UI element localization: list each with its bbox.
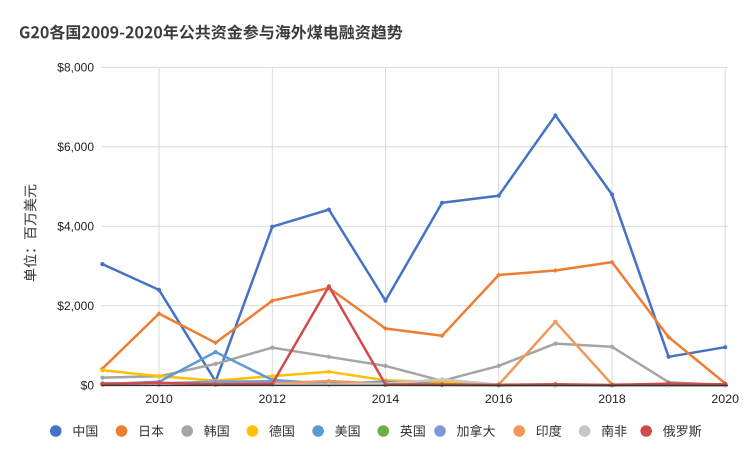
svg-text:2018: 2018 [598,392,626,406]
svg-text:$8,000: $8,000 [57,61,94,75]
svg-text:2012: 2012 [259,392,287,406]
svg-text:$0: $0 [81,379,95,393]
svg-text:$2,000: $2,000 [57,299,94,313]
svg-text:$6,000: $6,000 [57,140,94,154]
svg-text:2010: 2010 [145,392,173,406]
svg-text:2020: 2020 [711,392,739,406]
svg-text:2014: 2014 [372,392,400,406]
svg-text:2016: 2016 [485,392,513,406]
svg-text:$4,000: $4,000 [57,220,94,234]
